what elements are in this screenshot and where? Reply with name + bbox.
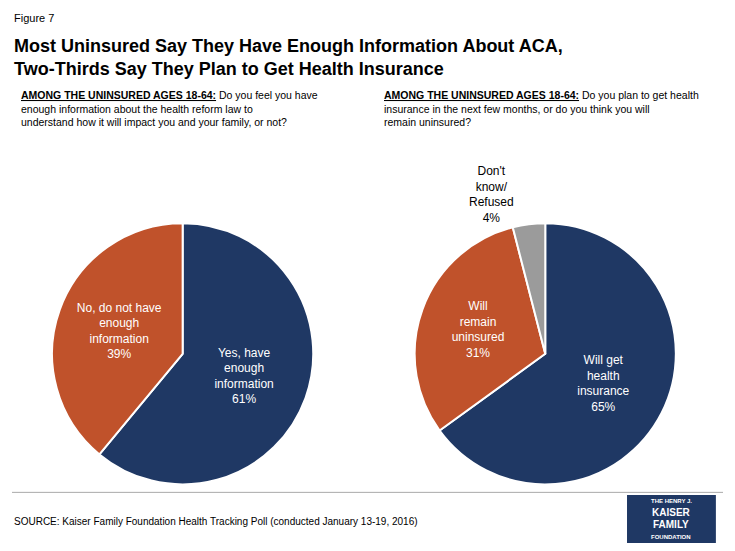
svg-text:Most Uninsured Say They Have E: Most Uninsured Say They Have Enough Info… <box>14 36 563 79</box>
svg-text:KAISER: KAISER <box>652 507 691 518</box>
svg-text:AMONG THE UNINSURED AGES 18-64: AMONG THE UNINSURED AGES 18-64: Do you p… <box>384 89 699 128</box>
svg-text:Willremainuninsured31%: Willremainuninsured31% <box>452 299 505 360</box>
svg-text:FOUNDATION: FOUNDATION <box>651 534 691 540</box>
svg-text:FAMILY: FAMILY <box>653 519 689 530</box>
svg-text:Don'tknow/Refused4%: Don'tknow/Refused4% <box>469 164 514 225</box>
svg-text:AMONG THE UNINSURED AGES 18-64: AMONG THE UNINSURED AGES 18-64: Do you f… <box>21 89 318 128</box>
svg-text:No, do not haveenoughinformati: No, do not haveenoughinformation39% <box>77 301 162 362</box>
svg-text:Yes, haveenoughinformation61%: Yes, haveenoughinformation61% <box>214 346 273 407</box>
svg-text:SOURCE: Kaiser Family Foundati: SOURCE: Kaiser Family Foundation Health … <box>14 516 418 527</box>
svg-text:Will gethealthinsurance65%: Will gethealthinsurance65% <box>577 353 629 414</box>
svg-text:THE HENRY J.: THE HENRY J. <box>651 498 692 504</box>
svg-text:Figure 7: Figure 7 <box>14 12 54 24</box>
